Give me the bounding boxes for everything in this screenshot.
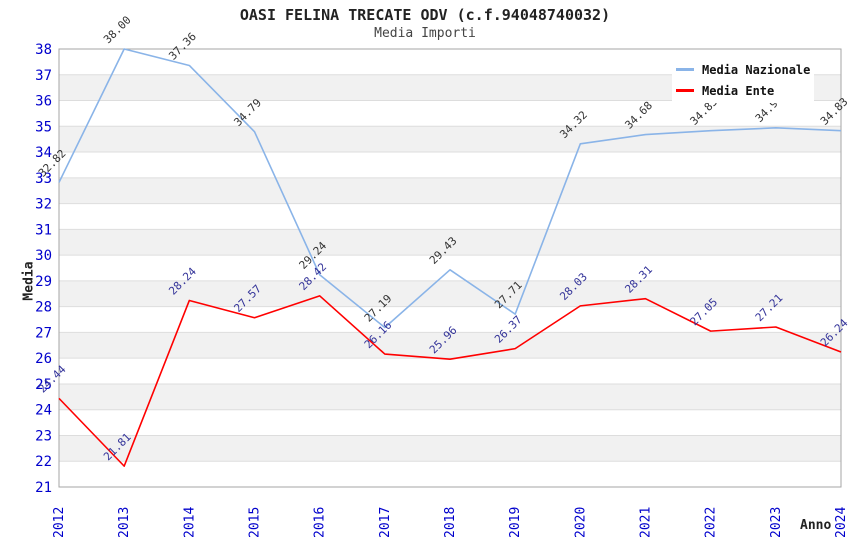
plot-border [58,48,842,488]
x-tick-labels: 2012 2013 2014 2015 2016 2017 2018 2019 2020 2021… [52,507,849,538]
svg-text:24: 24 [35,403,52,419]
series-line-nazionale [58,48,842,329]
legend: Media Nazionale Media Ente [672,57,814,103]
legend-label-ente: Media Ente [702,83,775,98]
svg-text:2023: 2023 [769,507,784,538]
svg-text:35: 35 [35,119,52,135]
svg-text:27: 27 [35,325,52,341]
svg-text:2022: 2022 [704,507,719,538]
svg-text:29: 29 [35,274,52,290]
chart-subtitle: Media Importi [374,26,476,41]
svg-text:2015: 2015 [248,507,263,538]
svg-text:2017: 2017 [378,507,393,538]
legend-item-media-ente: Media Ente [676,82,814,100]
svg-text:37: 37 [35,68,52,84]
svg-text:26: 26 [35,351,52,367]
svg-text:2012: 2012 [52,507,67,538]
svg-text:2020: 2020 [573,507,588,538]
x-axis-title: Anno [800,518,832,533]
chart-title: OASI FELINA TRECATE ODV (c.f.94048740032… [239,6,611,24]
legend-label-nazionale: Media Nazionale [702,62,811,77]
legend-line-ente-icon [676,89,694,92]
svg-text:36: 36 [35,94,52,110]
svg-text:2013: 2013 [117,507,132,538]
gridlines [59,48,841,488]
svg-text:38: 38 [35,42,52,58]
svg-text:2018: 2018 [443,507,458,538]
grid-bands [59,74,841,462]
svg-text:23: 23 [35,428,52,444]
svg-text:2019: 2019 [508,507,523,538]
svg-text:2021: 2021 [639,507,654,538]
svg-text:32: 32 [35,197,52,213]
svg-text:2024: 2024 [834,507,849,538]
svg-text:25: 25 [35,377,52,393]
svg-text:30: 30 [35,248,52,264]
svg-text:2016: 2016 [313,507,328,538]
legend-line-nazionale-icon [676,68,694,71]
svg-text:21: 21 [35,480,52,496]
svg-text:22: 22 [35,454,52,470]
svg-text:2014: 2014 [182,507,197,538]
svg-text:31: 31 [35,222,52,238]
svg-text:33: 33 [35,171,52,187]
y-axis-title: Media [21,261,37,301]
series-line-ente [58,295,842,467]
svg-text:28: 28 [35,300,52,316]
legend-item-media-nazionale: Media Nazionale [676,61,814,79]
y-tick-labels: 21 22 23 24 25 26 27 28 29 30 31 32 33 34 35 36 37 38 [35,42,52,496]
svg-text:34: 34 [35,145,52,161]
